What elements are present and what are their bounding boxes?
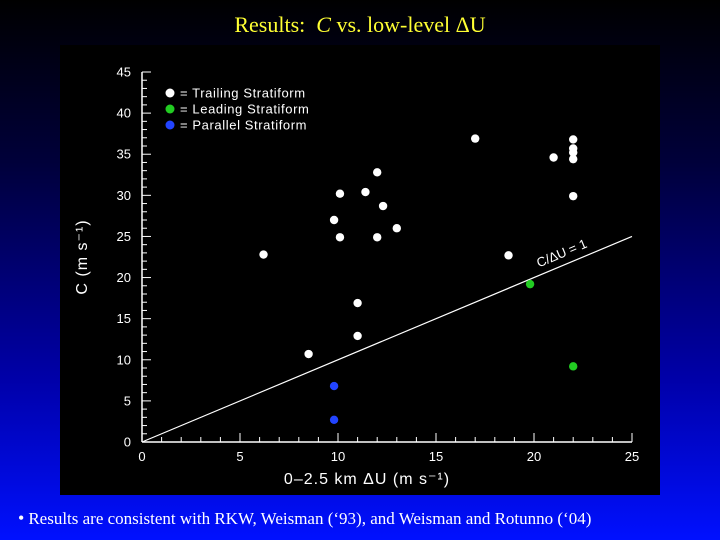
y-tick-label: 35: [117, 147, 131, 162]
reference-line: [141, 235, 633, 443]
title-variable: C: [316, 12, 331, 37]
legend-marker-leading: [165, 104, 175, 114]
y-tick-label: 10: [117, 352, 131, 367]
trailing-point: [353, 331, 362, 341]
y-tick-label: 45: [117, 65, 131, 80]
y-axis-label: C (m s⁻¹): [74, 219, 91, 294]
trailing-point: [259, 250, 268, 259]
y-tick-label: 25: [117, 229, 131, 244]
trailing-point: [378, 201, 388, 211]
trailing-point: [353, 298, 362, 308]
trailing-point: [392, 224, 401, 233]
y-tick-label: 30: [117, 188, 131, 203]
leading-point: [525, 279, 535, 289]
footer-bullet: • Results are consistent with RKW, Weisma…: [18, 508, 718, 529]
legend-label-parallel: = Parallel Stratiform: [180, 118, 307, 133]
trailing-point: [471, 134, 480, 143]
title-prefix: Results:: [234, 12, 306, 37]
trailing-point: [361, 187, 370, 197]
legend-label-trailing: = Trailing Stratiform: [180, 86, 306, 101]
trailing-point: [335, 189, 345, 198]
chart-panel: 0 5 10 15 20 25 0 5 10 15 20 25 30 35 40 45 0–2.5 km ΔU …: [60, 45, 660, 495]
trailing-point: [569, 148, 578, 157]
x-tick-label: 10: [331, 449, 345, 464]
x-tick-label: 25: [625, 449, 639, 464]
leading-point: [569, 362, 578, 371]
y-tick-label: 5: [124, 393, 131, 408]
trailing-point: [304, 349, 313, 359]
trailing-point: [373, 233, 382, 242]
x-tick-label: 0: [138, 449, 145, 464]
y-tick-label: 40: [117, 106, 131, 121]
trailing-point: [335, 233, 345, 242]
y-tick-label: 0: [124, 435, 131, 450]
parallel-point: [329, 381, 339, 391]
x-tick-label: 5: [236, 449, 243, 464]
y-tick-label: 15: [117, 311, 131, 326]
trailing-point: [569, 154, 578, 164]
x-axis-label: 0–2.5 km ΔU (m s⁻¹): [284, 471, 450, 488]
trailing-point: [373, 168, 382, 177]
legend-marker-parallel: [165, 120, 175, 130]
legend-marker-trailing: [165, 88, 175, 98]
reference-line-annotation: C/ΔU = 1: [534, 236, 589, 270]
scatter-chart: 0 5 10 15 20 25 0 5 10 15 20 25 30 35 40 45 0–2.5 km ΔU …: [74, 65, 639, 489]
bullet-icon: •: [18, 508, 25, 528]
trailing-point: [504, 251, 513, 260]
trailing-point: [329, 215, 339, 225]
slide-title: Results: C vs. low-level ΔU: [0, 12, 720, 38]
trailing-point: [569, 191, 578, 201]
x-tick-label: 20: [527, 449, 541, 464]
parallel-point: [329, 415, 339, 424]
x-tick-label: 15: [429, 449, 443, 464]
trailing-point: [549, 153, 558, 162]
y-tick-label: 20: [117, 270, 131, 285]
footer-text: Results are consistent with RKW, Weisman…: [28, 509, 592, 528]
legend-label-leading: = Leading Stratiform: [180, 102, 309, 117]
trailing-point: [569, 135, 578, 144]
title-suffix: vs. low-level ΔU: [336, 12, 486, 37]
